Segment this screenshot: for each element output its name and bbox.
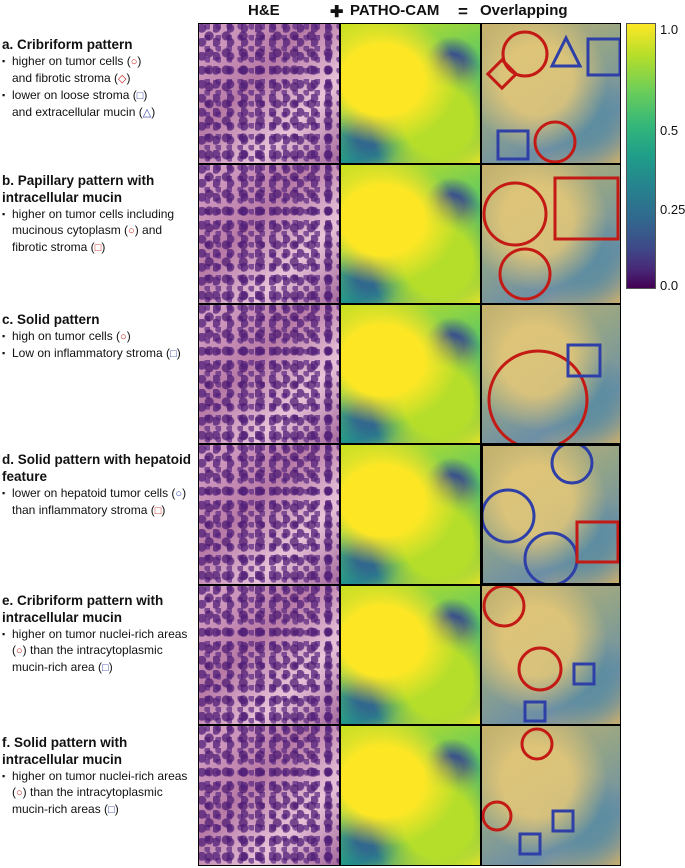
red-circle-marker xyxy=(520,727,554,761)
red-square-icon: □ xyxy=(154,505,162,517)
panel-c-title: c. Solid pattern xyxy=(2,312,100,327)
panel-f-label: f. Solid pattern with intracellular muci… xyxy=(2,734,198,818)
red-circle-marker xyxy=(482,586,526,628)
panel-a-overlap-image xyxy=(481,23,621,164)
panel-e-annotations xyxy=(482,586,596,723)
equals-icon: = xyxy=(458,2,468,21)
panel-e-label: e. Cribriform pattern with intracellular… xyxy=(2,592,198,676)
panel-d-bullet-1: lower on hepatoid tumor cells (○) than i… xyxy=(2,485,198,519)
panel-b-overlap-image xyxy=(481,164,621,304)
panel-c-annotations xyxy=(487,343,602,443)
red-circle-icon: ○ xyxy=(120,331,127,343)
red-circle-icon: ○ xyxy=(128,225,135,237)
colorbar-tick-max: 1.0 xyxy=(660,22,679,37)
red-diamond-marker xyxy=(485,57,519,91)
blue-circle-marker xyxy=(550,446,594,485)
blue-circle-marker xyxy=(523,531,579,583)
red-circle-marker xyxy=(482,800,513,832)
blue-circle-icon: ○ xyxy=(175,488,183,500)
colorbar-tick-mid: 0.5 xyxy=(660,123,679,138)
panel-e-cam-heatmap xyxy=(340,585,481,725)
blue-square-marker xyxy=(572,662,596,686)
colorbar-tick-min: 0.0 xyxy=(660,278,679,293)
panel-c-overlap-image xyxy=(481,304,621,444)
panel-a-he-image xyxy=(198,23,340,164)
panel-c-he-image xyxy=(198,304,340,444)
panel-f-bullet-1: higher on tumor nuclei-rich areas (○) th… xyxy=(2,768,198,818)
header-overlapping: Overlapping xyxy=(480,2,568,19)
panel-e-overlap-image xyxy=(481,585,621,725)
panel-b-label: b. Papillary pattern with intracellular … xyxy=(2,172,198,256)
blue-circle-marker xyxy=(483,488,536,544)
panel-e-title: e. Cribriform pattern with intracellular… xyxy=(2,593,164,625)
blue-square-marker xyxy=(566,343,602,378)
header-patho-cam: PATHO-CAM xyxy=(350,2,440,19)
blue-square-marker xyxy=(496,129,530,161)
panel-d-title: d. Solid pattern with hepatoid feature xyxy=(2,452,191,484)
header-he: H&E xyxy=(248,2,280,19)
panel-c-bullet-2: Low on inflammatory stroma (□) xyxy=(2,345,198,362)
red-circle-marker xyxy=(517,646,563,692)
blue-square-marker xyxy=(518,832,542,856)
panel-a-bullet-1: higher on tumor cells (○) and fibrotic s… xyxy=(2,53,198,87)
blue-square-marker xyxy=(523,700,547,723)
blue-triangle-marker xyxy=(549,34,583,68)
panel-f-he-image xyxy=(198,725,340,866)
panel-b-he-image xyxy=(198,164,340,304)
panel-a-annotations xyxy=(485,30,620,163)
blue-square-icon: □ xyxy=(108,804,115,816)
panel-d-cam-heatmap xyxy=(340,444,481,585)
panel-f-cam-heatmap xyxy=(340,725,481,866)
red-circle-icon: ○ xyxy=(130,56,138,68)
colorbar xyxy=(626,23,656,289)
panel-e-he-image xyxy=(198,585,340,725)
blue-square-marker xyxy=(551,809,575,833)
plus-icon: ✚ xyxy=(330,4,344,21)
panel-a-label: a. Cribriform pattern higher on tumor ce… xyxy=(2,36,198,121)
panel-d-annotations xyxy=(483,446,619,583)
blue-triangle-icon: △ xyxy=(142,107,152,119)
panel-c-label: c. Solid pattern high on tumor cells (○)… xyxy=(2,311,198,362)
panel-b-annotations xyxy=(482,176,620,301)
blue-square-icon: □ xyxy=(102,662,109,674)
red-square-icon: □ xyxy=(94,242,102,254)
panel-b-cam-heatmap xyxy=(340,164,481,304)
colorbar-tick-quarter: 0.25 xyxy=(660,202,685,217)
panel-a-title: a. Cribriform pattern xyxy=(2,37,133,52)
panel-a-bullet-2: lower on loose stroma (□) and extracellu… xyxy=(2,87,198,121)
panel-b-bullet-1: higher on tumor cells including mucinous… xyxy=(2,206,198,256)
panel-f-overlap-image xyxy=(481,725,621,866)
panel-c-cam-heatmap xyxy=(340,304,481,444)
red-circle-marker xyxy=(501,30,549,78)
red-circle-marker xyxy=(498,247,552,301)
panel-c-bullet-1: high on tumor cells (○) xyxy=(2,328,198,345)
red-square-marker xyxy=(553,176,620,241)
panel-d-label: d. Solid pattern with hepatoid feature l… xyxy=(2,451,198,519)
red-circle-marker xyxy=(533,120,577,163)
panel-a-cam-heatmap xyxy=(340,23,481,164)
panel-d-overlap-image xyxy=(481,444,621,585)
red-circle-marker xyxy=(487,349,589,443)
red-circle-icon: ○ xyxy=(16,645,23,657)
panel-b-title: b. Papillary pattern with intracellular … xyxy=(2,173,155,205)
blue-square-marker xyxy=(586,37,620,77)
red-circle-icon: ○ xyxy=(16,787,23,799)
panel-e-bullet-1: higher on tumor nuclei-rich areas (○) th… xyxy=(2,626,198,676)
blue-square-icon: □ xyxy=(170,348,177,360)
red-diamond-icon: ◇ xyxy=(118,73,127,85)
red-square-marker xyxy=(575,520,619,564)
panel-f-title: f. Solid pattern with intracellular muci… xyxy=(2,735,128,767)
panel-d-he-image xyxy=(198,444,340,585)
red-circle-marker xyxy=(482,181,548,247)
panel-f-annotations xyxy=(482,727,575,856)
blue-square-icon: □ xyxy=(136,90,144,102)
